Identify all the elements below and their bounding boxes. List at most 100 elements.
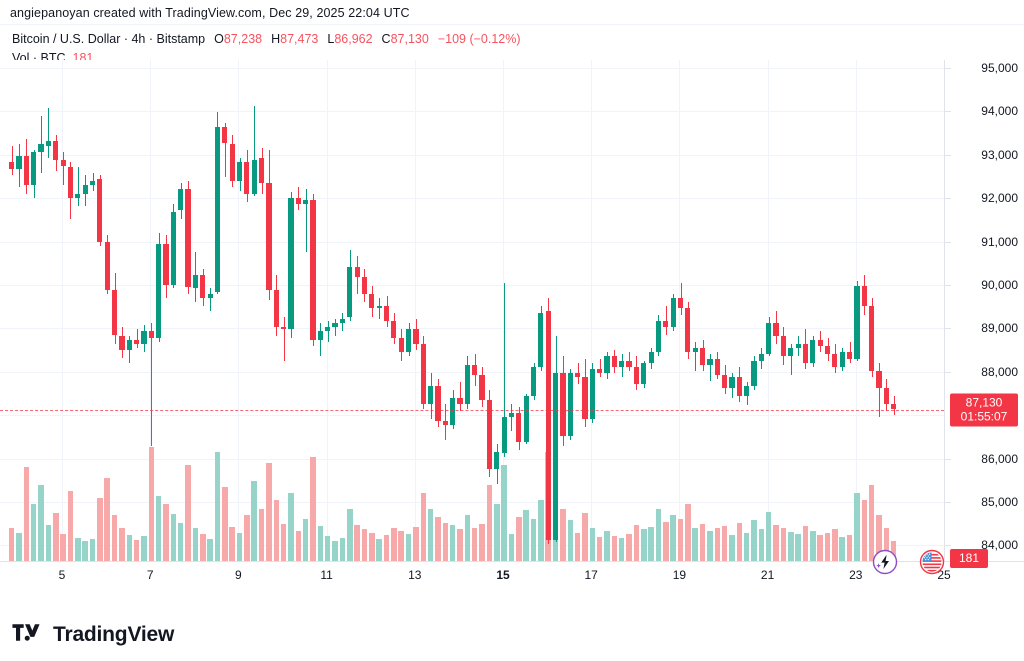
candle-body: [435, 385, 441, 422]
volume-bar: [207, 539, 213, 561]
volume-bar: [376, 539, 382, 561]
volume-bar: [574, 532, 581, 561]
candle-body: [663, 320, 669, 328]
candle-body: [626, 360, 632, 367]
price-axis-tick: 92,000: [981, 191, 1018, 206]
volume-bar: [383, 534, 390, 561]
time-axis-tick: 17: [584, 568, 598, 582]
volume-bar: [273, 499, 280, 561]
candle-body: [464, 364, 470, 405]
candle-body: [722, 375, 728, 388]
candle-body: [398, 337, 404, 353]
volume-bar: [854, 493, 860, 561]
candle-body: [744, 385, 750, 397]
gridline-horizontal: [0, 371, 944, 373]
candle-wick: [695, 341, 696, 371]
chart-plot-area[interactable]: [0, 60, 945, 561]
candle-body: [729, 377, 735, 388]
candle-body: [802, 343, 809, 363]
volume-bar: [82, 541, 88, 561]
candle-body: [53, 141, 59, 161]
volume-bar: [192, 528, 199, 561]
legend-row-symbol: Bitcoin / U.S. Dollar · 4h · Bitstamp O8…: [12, 31, 521, 48]
volume-bar: [876, 515, 882, 561]
volume-bar: [23, 467, 30, 561]
candle-body: [824, 346, 831, 355]
volume-bar: [626, 533, 632, 561]
candle-body: [589, 368, 595, 419]
candle-body: [185, 189, 191, 288]
candle-body: [244, 162, 250, 194]
volume-bar: [170, 514, 177, 561]
candle-body: [369, 293, 375, 309]
candle-body: [758, 354, 764, 361]
candle-body: [214, 126, 221, 292]
time-axis[interactable]: 5 7 9 11 13 15 17 19 21 23 25: [0, 562, 951, 590]
price-axis-tick-dash: [945, 371, 951, 373]
volume-bar: [119, 528, 125, 561]
volume-bar: [810, 530, 816, 561]
volume-bar: [486, 484, 493, 561]
gridline-vertical: [326, 60, 328, 561]
gridline-horizontal: [0, 111, 944, 113]
time-axis-tick: 25: [937, 568, 951, 582]
volume-bar: [743, 532, 750, 561]
legend-symbol[interactable]: Bitcoin / U.S. Dollar · 4h · Bitstamp: [12, 32, 206, 46]
candle-body: [236, 162, 243, 182]
candle-body: [442, 421, 448, 426]
candle-body: [560, 373, 566, 436]
volume-bar: [648, 527, 654, 561]
candle-body: [376, 306, 382, 309]
candle-body: [780, 335, 787, 357]
price-axis-divider: [944, 60, 945, 561]
volume-bar: [111, 515, 118, 561]
candle-body: [332, 323, 338, 328]
candle-body: [486, 400, 493, 470]
candle-body: [9, 162, 15, 169]
candle-body: [869, 306, 875, 371]
candle-wick: [210, 287, 211, 311]
candle-body: [817, 339, 823, 346]
candle-body: [685, 308, 691, 353]
volume-bar: [177, 522, 184, 561]
volume-bar: [244, 515, 250, 561]
tradingview-logo[interactable]: TradingView: [12, 623, 174, 647]
candle-body: [766, 323, 772, 355]
candle-wick: [379, 298, 380, 319]
gridline-horizontal: [0, 415, 944, 417]
candle-wick: [225, 122, 226, 177]
candle-body: [552, 373, 559, 541]
volume-bar: [317, 526, 324, 561]
volume-bar: [471, 528, 478, 561]
volume-bar: [751, 519, 757, 561]
volume-bar: [354, 525, 360, 561]
candle-body: [119, 335, 125, 351]
legend-change: −109 (−0.12%): [437, 32, 521, 46]
price-axis-tick: 94,000: [981, 104, 1018, 119]
volume-value-badge[interactable]: 181: [950, 549, 988, 569]
candle-body: [876, 371, 882, 388]
current-price-badge[interactable]: 87,130 01:55:07: [950, 393, 1018, 427]
price-axis-tick-dash: [945, 198, 951, 200]
volume-bar: [883, 528, 890, 561]
candle-body: [883, 387, 889, 405]
volume-bar: [618, 538, 625, 561]
price-axis[interactable]: 95,000 94,000 93,000 92,000 91,000 90,000 89,0…: [945, 60, 1024, 569]
price-axis-tick: 93,000: [981, 147, 1018, 162]
price-axis-tick-dash: [945, 285, 951, 286]
us-economic-events-icon[interactable]: [919, 549, 945, 575]
candle-body: [141, 331, 147, 344]
candle-body: [810, 339, 816, 363]
candle-body: [839, 352, 845, 367]
candle-body: [861, 285, 867, 307]
volume-bar: [582, 513, 588, 561]
ai-events-icon[interactable]: [872, 549, 898, 575]
legend-high: H87,473: [271, 32, 319, 46]
candle-body: [751, 360, 757, 386]
volume-bar: [861, 499, 868, 561]
volume-bar: [633, 525, 640, 561]
volume-bar: [685, 504, 691, 561]
gridline-horizontal: [0, 285, 944, 286]
volume-bar: [295, 530, 302, 561]
candle-body: [545, 310, 551, 541]
